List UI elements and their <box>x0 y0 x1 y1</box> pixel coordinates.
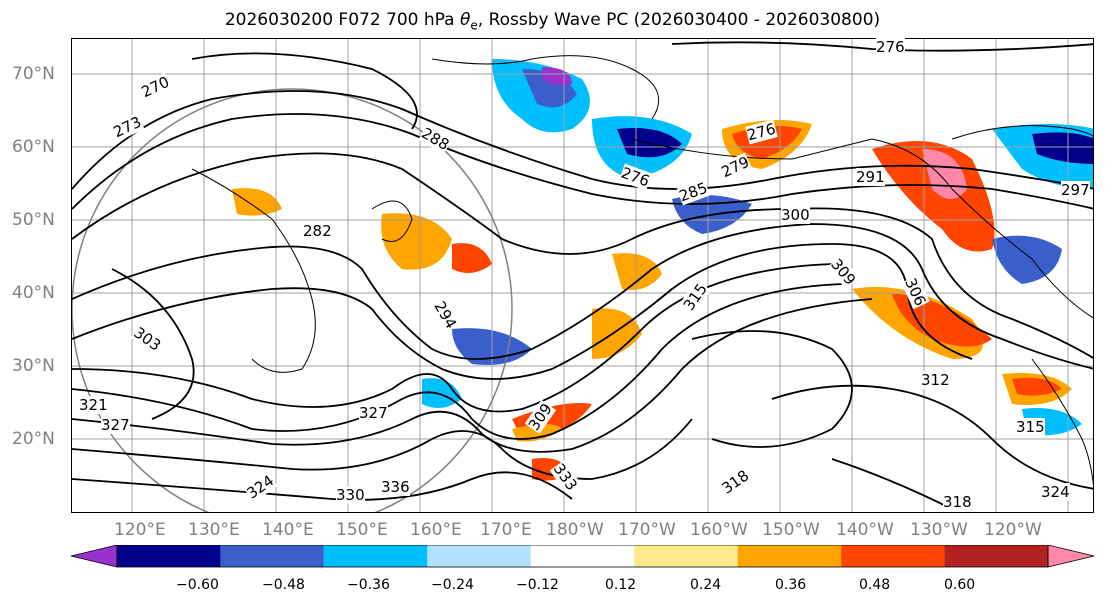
lon-label: 140°W <box>836 520 894 540</box>
colorbar-tick: 0.24 <box>690 577 722 593</box>
lon-label: 130°E <box>188 520 240 540</box>
range-circle <box>72 88 513 512</box>
theta-subscript: e <box>470 18 478 33</box>
theta-symbol: θ <box>460 10 471 30</box>
red-blob <box>452 243 492 273</box>
colorbar-tick: 0.48 <box>859 577 891 593</box>
contour-label: 270 <box>138 72 173 102</box>
colorbar-segment <box>737 545 842 567</box>
contour-label: 327 <box>101 416 130 434</box>
lon-label: 180°W <box>546 520 604 540</box>
contour-label: 273 <box>110 112 145 142</box>
colorbar-tick: −0.48 <box>262 577 305 593</box>
contour-label: 276 <box>745 119 778 145</box>
contour-label: 318 <box>943 493 972 511</box>
contour-label: 330 <box>336 486 365 504</box>
contour-label: 318 <box>718 466 753 498</box>
colorbar-extend-low <box>70 545 118 568</box>
contour-label: 309 <box>827 255 860 289</box>
colorbar-segment <box>944 545 1048 567</box>
lat-label: 20°N <box>12 429 55 449</box>
red-blob <box>892 294 992 347</box>
colorbar-border <box>116 545 1049 568</box>
lat-label: 70°N <box>12 64 55 84</box>
lon-label: 170°E <box>480 520 532 540</box>
contour-label: 288 <box>418 124 453 154</box>
lon-label: 140°E <box>262 520 314 540</box>
colorbar-segment <box>427 545 531 567</box>
navy-blob <box>1032 132 1093 164</box>
lat-label: 40°N <box>12 283 55 303</box>
colorbar-segment <box>841 545 945 567</box>
contour-label: 324 <box>243 471 278 503</box>
contour-label: 300 <box>781 206 810 224</box>
colorbar-tick: 0.60 <box>944 577 976 593</box>
colorbar-segment <box>530 545 635 567</box>
colorbar-segment <box>220 545 324 567</box>
contour-label: 336 <box>381 478 410 496</box>
orange-blob <box>612 253 662 290</box>
title-text: 2026030200 F072 700 hPa <box>224 10 455 30</box>
map-title: 2026030200 F072 700 hPa θe, Rossby Wave … <box>0 10 1105 32</box>
colorbar-tick: −0.24 <box>431 577 474 593</box>
contour-label-layer: 276 270 273 276 276 282 291 297 300 303 … <box>71 38 1094 513</box>
colorbar-tick: −0.12 <box>516 577 559 593</box>
contour-label: 291 <box>856 168 885 186</box>
orange-blob <box>381 213 452 270</box>
contour-label: 303 <box>130 323 165 355</box>
colorbar-tick: −0.36 <box>347 577 390 593</box>
lat-label: 30°N <box>12 356 55 376</box>
contour-label: 312 <box>921 371 950 389</box>
colorbar-segment <box>634 545 738 567</box>
colorbar <box>70 545 1095 568</box>
lon-label: 160°W <box>690 520 748 540</box>
contour-label: 306 <box>901 275 930 309</box>
map-panel <box>71 38 1094 513</box>
contour-layer <box>72 41 1093 510</box>
contour-label: 327 <box>359 404 388 422</box>
contour-label: 321 <box>79 396 108 414</box>
lon-label: 120°E <box>114 520 166 540</box>
contour-label: 315 <box>1016 418 1045 436</box>
lon-label: 150°E <box>336 520 388 540</box>
colorbar-extend-high <box>1047 545 1095 568</box>
lon-label: 120°W <box>984 520 1042 540</box>
lon-label: 160°E <box>410 520 462 540</box>
blue-blob <box>522 69 577 108</box>
coastline-layer <box>191 55 1093 486</box>
contour-label: 285 <box>676 178 710 206</box>
contour-label: 294 <box>430 298 461 332</box>
red-blob <box>1012 377 1062 396</box>
lon-label: 130°W <box>910 520 968 540</box>
contour-label: 309 <box>524 400 556 434</box>
contour-label: 279 <box>718 152 753 182</box>
colorbar-tick: 0.12 <box>605 577 637 593</box>
title-rest: , Rossby Wave PC (2026030400 - 202603080… <box>477 10 881 30</box>
contour-label: 282 <box>303 222 332 240</box>
colorbar-tick: 0.36 <box>775 577 807 593</box>
blue-blob <box>992 235 1062 284</box>
contour-label: 333 <box>549 460 581 494</box>
colorbar-segment <box>323 545 428 567</box>
lon-label: 150°W <box>762 520 820 540</box>
orange-blob <box>232 188 282 216</box>
lon-label: 170°W <box>618 520 676 540</box>
contour-label: 276 <box>618 163 652 191</box>
contour-label: 297 <box>1061 181 1090 199</box>
contour-label: 315 <box>679 280 711 314</box>
colorbar-tick: −0.60 <box>176 577 219 593</box>
lat-label: 60°N <box>12 137 55 157</box>
colorbar-segment <box>117 545 221 567</box>
contour-label: 324 <box>1041 483 1070 501</box>
contour-label: 276 <box>876 38 905 56</box>
lat-label: 50°N <box>12 210 55 230</box>
